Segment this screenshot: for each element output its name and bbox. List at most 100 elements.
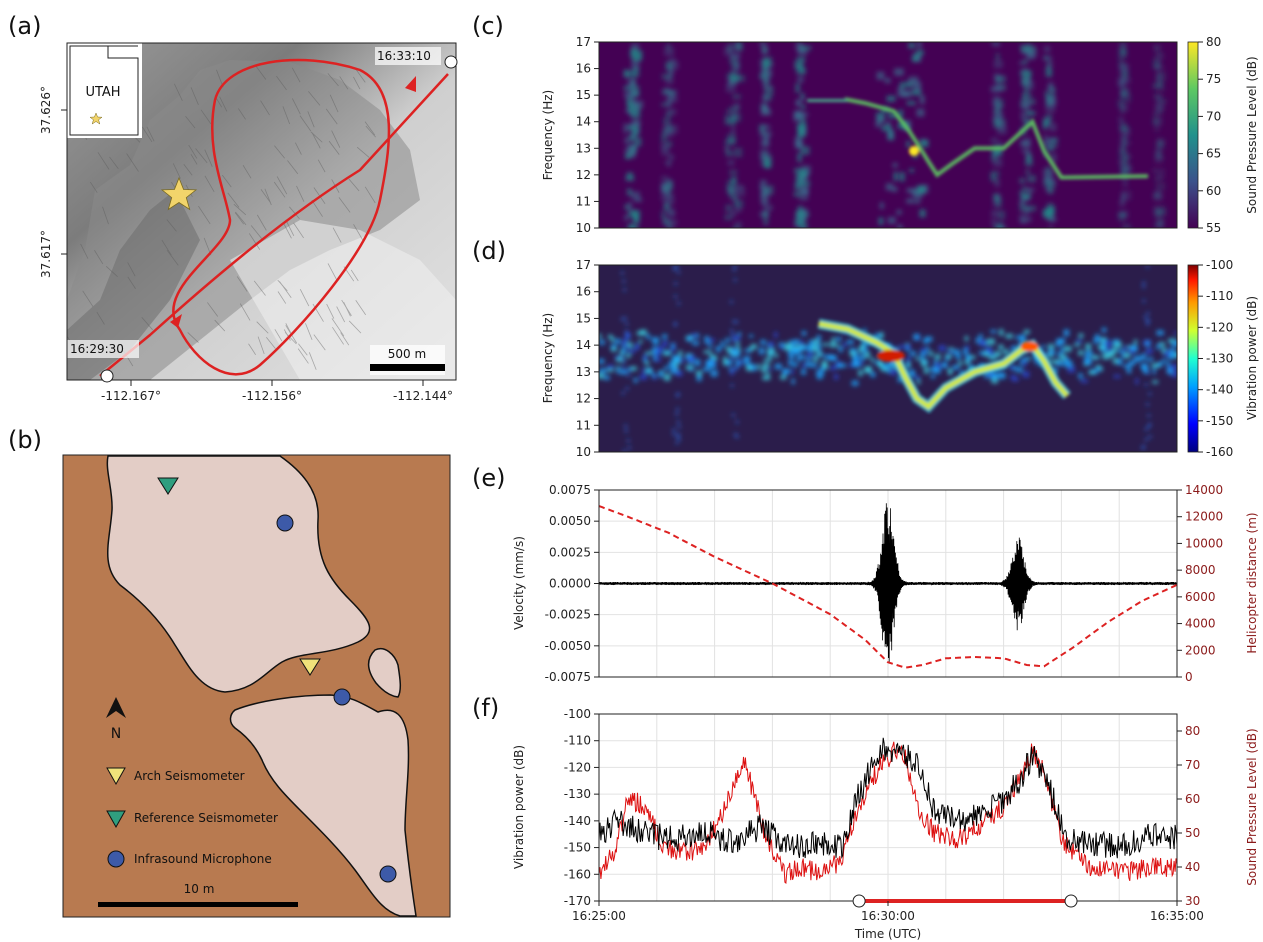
spectrogram-cell [685, 365, 694, 370]
y-axis: 10 11 12 13 14 15 16 17 [576, 35, 599, 235]
spectrogram-cell [710, 357, 714, 363]
spectrogram-cell [621, 339, 628, 346]
spectrogram-cell [1015, 367, 1023, 373]
y-tick-label: 11 [576, 194, 591, 208]
spectrogram-cell [1168, 352, 1175, 358]
spectrogram-cell [656, 346, 664, 353]
y-tick-label: 10 [576, 445, 591, 459]
vibration-trace [599, 737, 1177, 860]
spectrogram-cell [664, 46, 674, 57]
y-tick-label: 16 [576, 62, 591, 76]
colorbar [1187, 264, 1199, 453]
spectrogram-cell [948, 368, 953, 376]
spectrogram-cell [723, 359, 730, 366]
spectrogram-cell [912, 153, 918, 159]
spectrogram-cell [797, 49, 808, 56]
spectrogram-cell [660, 143, 669, 150]
terrain-hatch-line [285, 219, 295, 237]
y2-tick-label: 60 [1206, 184, 1221, 198]
spectrogram-cell [692, 340, 700, 346]
flight-start-marker [100, 369, 114, 383]
spectrogram-cell [801, 45, 812, 51]
terrain-hatch-line [254, 64, 267, 80]
spectrogram-cell [762, 375, 771, 381]
spectrogram-cell [1027, 175, 1036, 183]
spectrogram-cell [631, 43, 640, 51]
spectrogram-cell [621, 364, 625, 369]
spectrogram-cell [1106, 351, 1115, 358]
spectrogram-cell [664, 160, 672, 165]
y-tick-label: -0.0050 [545, 639, 591, 653]
spectrogram-cell [1144, 340, 1148, 345]
spectrogram-cell [708, 338, 715, 342]
spectrogram-cell [734, 199, 744, 209]
spectrogram-cell [1170, 371, 1177, 378]
y2-tick-label: 6000 [1185, 590, 1216, 604]
spectrogram-cell [1153, 112, 1158, 117]
y-tick-label: 13 [576, 141, 591, 155]
spectrogram-cell [1141, 353, 1146, 358]
spectrogram-cell [627, 104, 633, 113]
spectrogram-cell [1078, 333, 1084, 338]
spectrogram-cell [801, 330, 807, 336]
spectrogram-cell [780, 375, 787, 380]
spectrogram-cell [1146, 311, 1150, 316]
terrain-hatch-line [242, 164, 252, 179]
spectrogram-cell [1034, 359, 1038, 365]
terrain-hatch-line [331, 318, 345, 337]
spectrogram-cell [748, 347, 753, 351]
spectrogram-cell [623, 123, 628, 134]
spectrogram-cell [763, 133, 770, 141]
terrain-hatch-line [97, 152, 110, 170]
end-time-background [375, 47, 441, 65]
spectrogram-cell [668, 108, 677, 115]
spectrogram-cell [1170, 364, 1177, 371]
spectrogram-cell [1126, 367, 1132, 374]
spectrogram-cell [1168, 355, 1175, 360]
spectrogram-cell [894, 68, 904, 76]
spectrogram-cell [915, 54, 922, 62]
spectrogram-cell [963, 347, 967, 353]
spectrogram-cell [1005, 333, 1013, 339]
tonal-track-line [844, 97, 1149, 180]
spectrogram-cell [1083, 358, 1092, 365]
spectrogram-cell [1171, 341, 1175, 348]
spectrogram-cell [735, 350, 741, 357]
spectrogram-cell [677, 437, 681, 442]
terrain-hatch-line [126, 153, 139, 172]
spectrogram-cell [1154, 176, 1163, 182]
spectrogram-cell [906, 188, 916, 193]
spectrogram-cell [732, 338, 736, 343]
spectrogram-cell [762, 141, 770, 147]
spectrogram-cell [897, 224, 903, 228]
spectrogram-cell [917, 187, 925, 195]
terrain-hatch-line [237, 108, 246, 120]
arch-star-icon [160, 176, 198, 211]
spectrogram-cell [1143, 341, 1147, 346]
spectrogram-cell [997, 141, 1004, 146]
spectrogram-cell [627, 78, 636, 88]
spectrogram-cell [725, 204, 733, 213]
spectrogram-cell [764, 86, 774, 96]
spectrogram-cell [935, 368, 941, 374]
spectrogram-cell [1043, 45, 1051, 53]
spectrogram-cell [864, 352, 871, 359]
spectrogram-cell [731, 331, 735, 336]
spectrogram-cell [720, 340, 724, 344]
spectrogram-cell [599, 373, 605, 379]
y2-tick-label: 4000 [1185, 617, 1216, 631]
spectrogram-cell [991, 377, 999, 384]
spectrogram-cell [665, 126, 674, 131]
spectrogram-cell [788, 355, 795, 360]
terrain-hatch-line [96, 311, 105, 325]
spectrogram-cell [1047, 343, 1054, 350]
spectrogram-cell [735, 319, 739, 324]
spectrogram-cell [1078, 373, 1083, 379]
spectrogram-cell [1156, 343, 1161, 350]
spectrogram-cell [913, 81, 922, 92]
x-tick-label: 16:35:00 [1150, 909, 1204, 923]
spectrogram-cell [984, 371, 991, 379]
terrain-hatch-line [274, 329, 283, 342]
spectrogram-cell [1076, 339, 1083, 344]
spectrogram-cell [1174, 352, 1177, 358]
